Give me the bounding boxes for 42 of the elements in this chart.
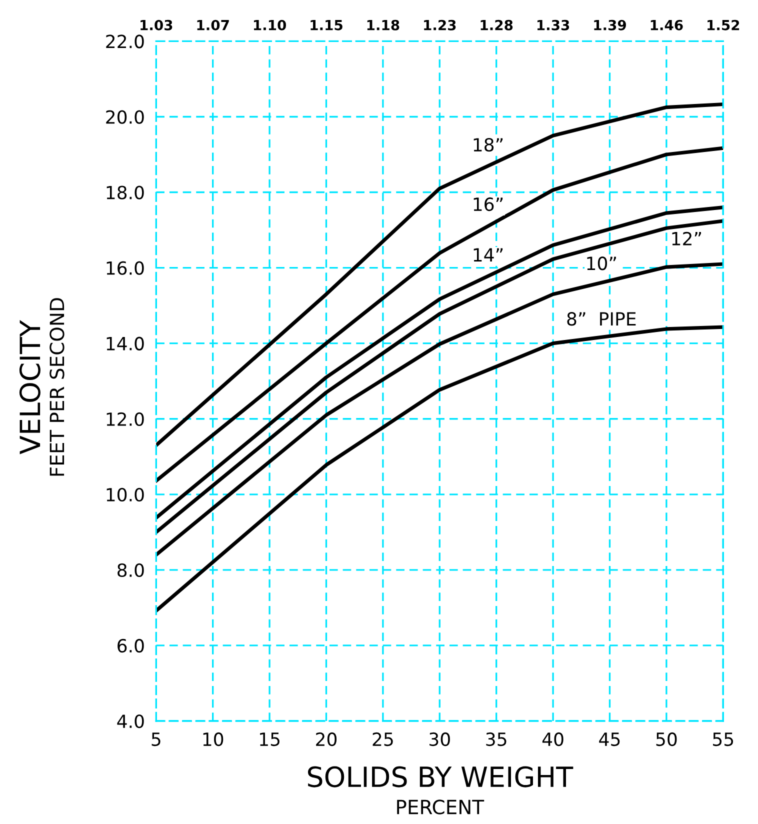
y-tick-label: 10.0 — [106, 488, 144, 502]
text: 1.18 — [367, 20, 400, 30]
y-tick-label: 4.0 — [117, 714, 144, 728]
text: 1.28 — [480, 20, 513, 30]
text: 1.52 — [708, 20, 740, 30]
y-tick-label: 20.0 — [106, 110, 144, 124]
x-tick-label: 45 — [599, 732, 620, 746]
y-tick-label: 18.0 — [106, 186, 144, 200]
text: 1.07 — [197, 20, 229, 30]
series-label: 18” — [474, 138, 503, 152]
y-tick-label: 12.0 — [106, 412, 144, 426]
series-label: 10” — [587, 256, 616, 270]
series-label: 12” — [672, 232, 701, 246]
y-tick-label: 22.0 — [106, 34, 144, 48]
x-tick-label: 20 — [316, 732, 337, 746]
y-tick-label: 8.0 — [118, 563, 144, 578]
series-label: 16” — [474, 197, 503, 212]
series-label: 14” — [474, 248, 503, 262]
series-label: 8” PIPE — [567, 312, 636, 326]
text: 1.46 — [650, 20, 683, 30]
x-tick-label: 40 — [542, 732, 564, 746]
x-tick-label: 50 — [656, 732, 677, 746]
x-axis-title: SOLIDS BY WEIGHT PERCENT — [308, 766, 574, 814]
line-series — [156, 325, 724, 613]
x-tick-label: 55 — [713, 732, 734, 746]
x-tick-label: 10 — [203, 732, 224, 746]
x-tick-label: 30 — [430, 732, 450, 746]
line-series — [156, 102, 724, 448]
y-tick-label: 16.0 — [106, 261, 144, 275]
x-tick-label: 15 — [260, 732, 280, 746]
x-tick-label: 35 — [486, 732, 506, 746]
x-tick-label: 25 — [372, 732, 393, 746]
text: 1.03 — [140, 20, 172, 30]
text: 1.15 — [310, 20, 342, 30]
y-axis-title: VELOCITY FEET PER SECOND — [19, 298, 64, 476]
y-tick-label: 14.0 — [106, 336, 144, 350]
text: 1.10 — [254, 20, 286, 30]
text: 1.39 — [594, 20, 626, 30]
text: 1.33 — [537, 20, 570, 30]
x-tick-label: 5 — [152, 732, 160, 746]
y-tick-label: 6.0 — [118, 638, 144, 653]
text: 1.23 — [424, 20, 456, 30]
